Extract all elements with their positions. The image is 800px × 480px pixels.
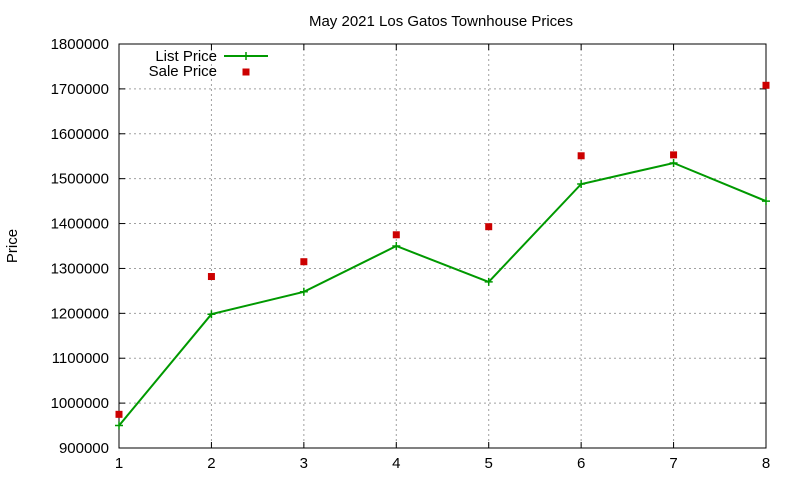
- sale-price-point: [577, 152, 585, 160]
- legend-swatch-sale-price: [242, 68, 250, 76]
- y-tick-label: 1500000: [51, 171, 109, 188]
- y-tick-label: 1100000: [52, 350, 109, 367]
- list-price-point: [392, 242, 401, 250]
- x-tick-label: 7: [669, 455, 677, 472]
- list-price-line: [118, 161, 767, 427]
- list-price-point: [762, 197, 770, 206]
- sale-price-point: [670, 151, 678, 159]
- y-tick-labels: 900000 1000000 1100000 1200000 1300000 140000…: [51, 36, 109, 457]
- y-tick-label: 1700000: [51, 81, 109, 98]
- sale-price-point: [115, 410, 123, 418]
- y-tick-label: 1200000: [51, 305, 109, 322]
- legend-label-list-price: List Price: [155, 48, 217, 65]
- sale-price-point: [762, 81, 770, 89]
- legend-swatch-list-price: [224, 52, 268, 60]
- sale-price-point: [485, 223, 493, 231]
- grid-lines: [119, 44, 766, 448]
- list-price-point: [207, 310, 216, 319]
- x-tick-label: 5: [485, 455, 493, 472]
- y-tick-label: 1300000: [51, 260, 109, 277]
- legend-square-marker: [242, 68, 250, 76]
- list-price-point: [577, 180, 586, 189]
- y-tick-label: 1000000: [51, 395, 109, 412]
- sale-price-point: [392, 231, 400, 239]
- y-axis-label: Price: [4, 229, 21, 263]
- legend-label-sale-price: Sale Price: [149, 63, 217, 80]
- y-tick-label: 900000: [59, 440, 109, 457]
- sale-price-point: [207, 273, 215, 281]
- x-tick-label: 6: [577, 455, 585, 472]
- list-price-point: [299, 287, 308, 296]
- x-tick-label: 3: [300, 455, 308, 472]
- y-tick-label: 1600000: [51, 126, 109, 143]
- x-tick-label: 8: [762, 455, 770, 472]
- list-price-point: [669, 158, 678, 167]
- list-price-point: [115, 421, 123, 430]
- y-tick-label: 1800000: [51, 36, 109, 53]
- legend: List Price Sale Price: [149, 48, 268, 80]
- sale-price-point: [300, 258, 308, 266]
- x-tick-label: 2: [207, 455, 215, 472]
- x-tick-label: 4: [392, 455, 400, 472]
- chart-title: May 2021 Los Gatos Townhouse Prices: [309, 13, 573, 30]
- axis-ticks: [118, 43, 767, 449]
- legend-plus-marker: [242, 52, 250, 60]
- x-tick-labels: 1 2 3 4 5 6 7 8: [115, 455, 770, 472]
- y-tick-label: 1400000: [51, 216, 109, 233]
- list-price-point: [484, 277, 493, 286]
- plot-frame: [118, 43, 767, 449]
- x-tick-label: 1: [115, 455, 123, 472]
- series-layer: [115, 81, 770, 430]
